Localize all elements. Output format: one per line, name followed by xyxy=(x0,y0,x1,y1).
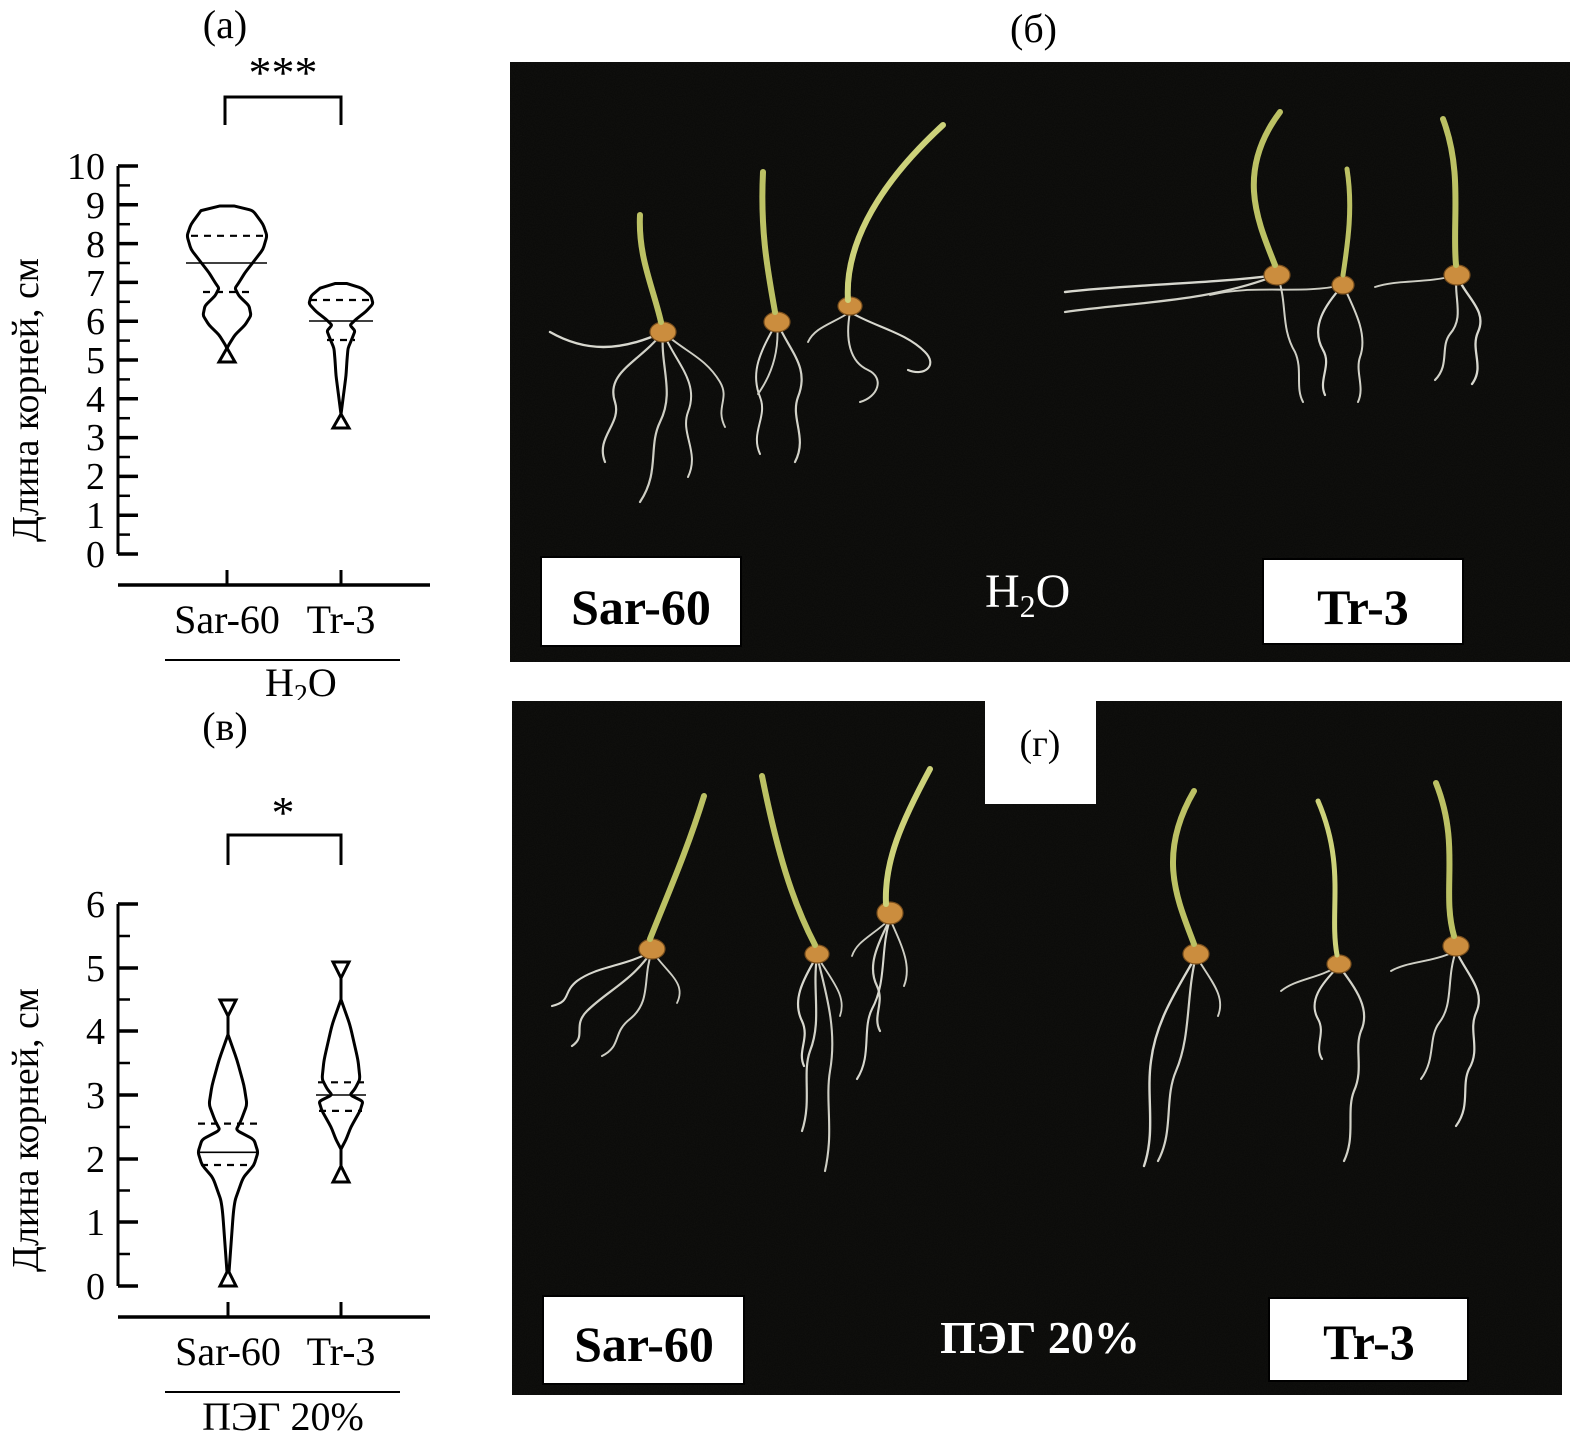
svg-text:8: 8 xyxy=(86,224,105,266)
svg-text:5: 5 xyxy=(86,948,105,990)
svg-text:3: 3 xyxy=(86,1075,105,1117)
svg-text:2: 2 xyxy=(86,1139,105,1181)
svg-text:*: * xyxy=(272,787,295,838)
svg-text:Sar-60: Sar-60 xyxy=(571,579,711,635)
svg-text:(а): (а) xyxy=(203,2,247,47)
svg-text:Sar-60: Sar-60 xyxy=(175,1329,281,1374)
svg-text:Длина корней, см: Длина корней, см xyxy=(5,988,47,1272)
svg-text:Sar-60: Sar-60 xyxy=(174,597,280,642)
svg-text:0: 0 xyxy=(86,534,105,576)
svg-text:4: 4 xyxy=(86,1011,105,1053)
svg-text:3: 3 xyxy=(86,417,105,459)
svg-text:Tr-3: Tr-3 xyxy=(307,1329,376,1374)
svg-text:0: 0 xyxy=(86,1266,105,1308)
svg-text:ПЭГ 20%: ПЭГ 20% xyxy=(940,1312,1140,1363)
svg-text:ПЭГ 20%: ПЭГ 20% xyxy=(202,1394,364,1439)
svg-text:Sar-60: Sar-60 xyxy=(574,1316,714,1372)
svg-text:H2O: H2O xyxy=(265,660,337,700)
svg-text:9: 9 xyxy=(86,185,105,227)
svg-text:Tr-3: Tr-3 xyxy=(307,597,376,642)
svg-text:6: 6 xyxy=(86,884,105,926)
svg-text:1: 1 xyxy=(86,495,105,537)
svg-text:4: 4 xyxy=(86,379,105,421)
svg-text:Tr-3: Tr-3 xyxy=(1317,579,1409,635)
svg-text:1: 1 xyxy=(86,1202,105,1244)
svg-text:7: 7 xyxy=(86,263,105,305)
svg-text:10: 10 xyxy=(67,146,105,188)
svg-text:(в): (в) xyxy=(202,704,248,749)
svg-text:Длина корней, см: Длина корней, см xyxy=(5,258,47,542)
svg-text:6: 6 xyxy=(86,301,105,343)
svg-text:5: 5 xyxy=(86,340,105,382)
svg-text:2: 2 xyxy=(86,456,105,498)
svg-text:***: *** xyxy=(249,47,318,98)
svg-text:Tr-3: Tr-3 xyxy=(1323,1314,1415,1370)
